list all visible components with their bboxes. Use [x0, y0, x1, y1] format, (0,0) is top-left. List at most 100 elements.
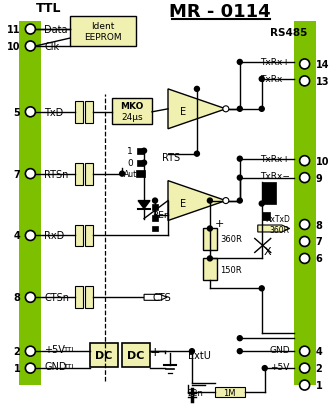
- Circle shape: [25, 231, 35, 241]
- Circle shape: [300, 156, 310, 166]
- Text: 8: 8: [316, 220, 322, 230]
- Text: E: E: [180, 107, 186, 116]
- Circle shape: [25, 25, 35, 35]
- Text: 4: 4: [316, 347, 322, 356]
- Bar: [112, 99, 152, 124]
- Bar: [262, 212, 270, 220]
- Polygon shape: [168, 181, 226, 221]
- Text: TxRx−: TxRx−: [260, 172, 290, 181]
- Circle shape: [237, 199, 242, 204]
- Bar: [85, 102, 93, 123]
- Text: 1: 1: [14, 363, 20, 373]
- Text: 7: 7: [316, 237, 322, 247]
- Circle shape: [259, 107, 264, 112]
- Circle shape: [300, 380, 310, 390]
- Circle shape: [189, 349, 194, 354]
- Circle shape: [194, 152, 199, 157]
- Text: DC: DC: [96, 350, 113, 360]
- FancyArrow shape: [258, 225, 290, 233]
- Text: GND: GND: [44, 361, 67, 371]
- Bar: [70, 17, 136, 47]
- Circle shape: [207, 199, 212, 204]
- Bar: [262, 182, 276, 204]
- Bar: [75, 225, 83, 247]
- Text: TxRx+: TxRx+: [260, 58, 290, 67]
- Circle shape: [237, 157, 242, 162]
- Text: 1: 1: [127, 147, 133, 156]
- Text: 9: 9: [316, 173, 322, 183]
- Text: TTL: TTL: [63, 347, 75, 352]
- Text: X: X: [264, 247, 272, 257]
- Text: MR - 0114: MR - 0114: [169, 3, 271, 21]
- Text: 11: 11: [7, 25, 20, 35]
- Bar: [19, 22, 41, 385]
- Text: DC: DC: [127, 350, 145, 360]
- Circle shape: [25, 107, 35, 118]
- Circle shape: [300, 60, 310, 70]
- Bar: [152, 226, 158, 232]
- Polygon shape: [168, 90, 226, 129]
- Circle shape: [207, 226, 212, 231]
- FancyArrow shape: [144, 294, 167, 301]
- Text: CTS: CTS: [152, 292, 171, 303]
- Circle shape: [259, 202, 264, 206]
- Bar: [85, 163, 93, 185]
- Bar: [294, 22, 316, 385]
- Circle shape: [237, 60, 242, 65]
- Circle shape: [300, 220, 310, 230]
- Text: TTL: TTL: [35, 2, 61, 14]
- Bar: [215, 387, 245, 397]
- Bar: [136, 170, 145, 177]
- Bar: [122, 343, 150, 367]
- Circle shape: [207, 256, 212, 261]
- Circle shape: [300, 347, 310, 356]
- Text: 24μs: 24μs: [121, 113, 143, 122]
- Text: Data: Data: [44, 25, 68, 35]
- Circle shape: [25, 363, 35, 373]
- Text: 4: 4: [14, 231, 20, 241]
- Circle shape: [237, 336, 242, 341]
- Circle shape: [237, 349, 242, 354]
- Text: +: +: [150, 345, 160, 358]
- Text: E: E: [180, 198, 186, 208]
- Bar: [203, 229, 217, 251]
- Text: 6: 6: [316, 254, 322, 264]
- Text: TTL: TTL: [63, 363, 75, 369]
- Bar: [85, 287, 93, 309]
- Bar: [152, 215, 158, 221]
- Circle shape: [142, 161, 147, 166]
- Text: 150R: 150R: [220, 265, 241, 274]
- Text: RxD: RxD: [44, 231, 64, 241]
- Text: +: +: [215, 218, 224, 228]
- Bar: [152, 204, 158, 210]
- Bar: [85, 225, 93, 247]
- Text: REn: REn: [152, 211, 170, 219]
- Circle shape: [300, 77, 310, 87]
- Text: 2: 2: [14, 347, 20, 356]
- Circle shape: [120, 172, 125, 177]
- Text: 360R: 360R: [270, 225, 290, 235]
- Circle shape: [300, 254, 310, 264]
- Bar: [203, 259, 217, 281]
- Circle shape: [25, 42, 35, 52]
- Circle shape: [25, 347, 35, 356]
- Circle shape: [237, 176, 242, 181]
- Text: 8: 8: [13, 292, 20, 303]
- Text: TxD: TxD: [44, 107, 63, 118]
- Text: TxRx+: TxRx+: [260, 155, 290, 164]
- Text: Clk: Clk: [44, 42, 59, 52]
- Text: ExtU: ExtU: [188, 350, 211, 360]
- Text: MKO: MKO: [120, 102, 144, 111]
- Text: 13: 13: [316, 77, 329, 87]
- Text: TxRx−: TxRx−: [260, 75, 290, 84]
- Circle shape: [300, 363, 310, 373]
- Text: 0: 0: [127, 159, 133, 168]
- Circle shape: [25, 293, 35, 303]
- Text: 7: 7: [14, 169, 20, 179]
- Text: 10: 10: [7, 42, 20, 52]
- Text: 1: 1: [316, 380, 322, 390]
- Text: 1M: 1M: [223, 388, 236, 396]
- Circle shape: [153, 199, 158, 204]
- Text: EEPROM: EEPROM: [85, 33, 122, 41]
- Text: GND: GND: [269, 345, 290, 354]
